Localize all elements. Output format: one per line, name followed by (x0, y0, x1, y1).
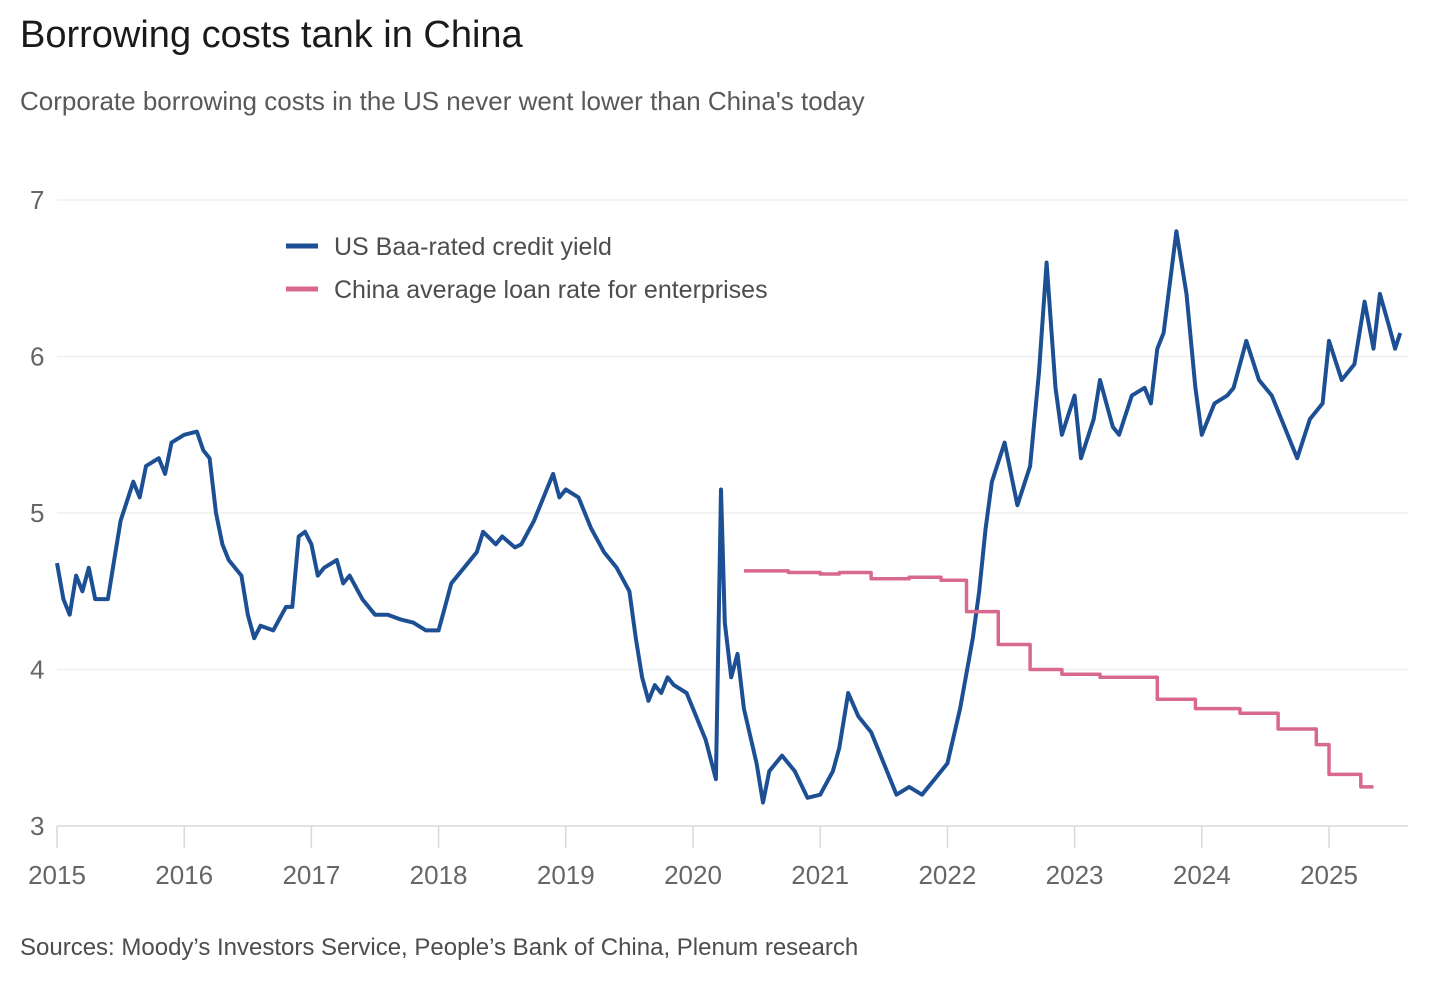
series-line-china-loan-rate (743, 569, 1374, 789)
x-tick-label-2021: 2021 (791, 860, 849, 890)
chart-title: Borrowing costs tank in China (20, 14, 523, 56)
x-tick-label-2017: 2017 (282, 860, 340, 890)
x-tick-label-2016: 2016 (155, 860, 213, 890)
x-tick-label-2023: 2023 (1046, 860, 1104, 890)
legend-label-0: US Baa-rated credit yield (334, 233, 612, 261)
series-line-us-baa-yield (55, 229, 1403, 805)
x-tick-label-2018: 2018 (410, 860, 468, 890)
y-tick-label-4: 4 (30, 655, 44, 685)
legend-label-1: China average loan rate for enterprises (334, 276, 768, 304)
chart-subtitle: Corporate borrowing costs in the US neve… (20, 86, 865, 116)
y-tick-label-7: 7 (30, 185, 44, 215)
x-tick-label-2024: 2024 (1173, 860, 1231, 890)
x-tick-label-2025: 2025 (1300, 860, 1358, 890)
chart-source: Sources: Moody’s Investors Service, Peop… (20, 934, 859, 961)
x-tick-label-2015: 2015 (28, 860, 86, 890)
x-tick-label-2022: 2022 (918, 860, 976, 890)
y-tick-label-5: 5 (30, 498, 44, 528)
y-tick-label-3: 3 (30, 811, 44, 841)
x-tick-label-2019: 2019 (537, 860, 595, 890)
x-tick-label-2020: 2020 (664, 860, 722, 890)
y-tick-label-6: 6 (30, 342, 44, 372)
